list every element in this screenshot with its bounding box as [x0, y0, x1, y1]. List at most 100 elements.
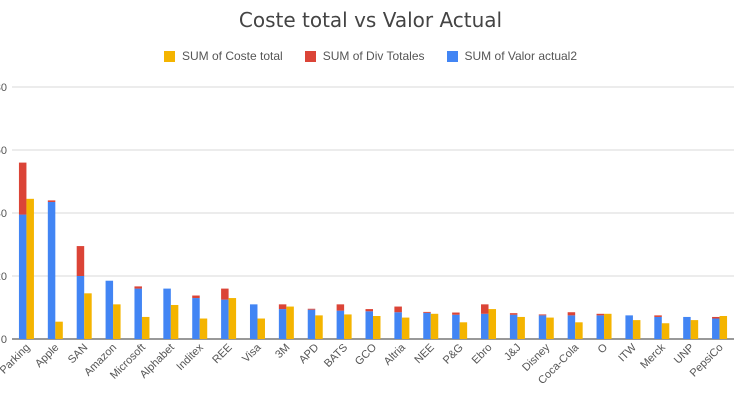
x-tick-label: J&J — [502, 342, 523, 363]
y-tick-label: 40 — [0, 208, 7, 220]
x-tick-label: APD — [297, 342, 322, 367]
bar-coste-total — [315, 315, 323, 339]
bar-coste-total — [401, 317, 410, 339]
bar-coste-total — [228, 298, 237, 339]
legend-label-div-totales: SUM of Div Totales — [322, 49, 425, 63]
bar-coste-total — [488, 309, 497, 339]
bar-valor-actual — [452, 314, 460, 339]
bar-valor-actual — [654, 316, 662, 339]
x-tick-label: GCO — [353, 341, 380, 368]
bar-valor-actual — [712, 318, 720, 339]
bar-div-totales — [654, 315, 662, 317]
bar-valor-actual — [394, 312, 402, 339]
bar-div-totales — [509, 313, 518, 315]
legend-swatch-div-totales — [304, 50, 316, 62]
x-tick-label: Parking — [0, 342, 33, 377]
chart-title: Coste total vs Valor Actual — [238, 8, 503, 32]
y-tick-label: 60 — [0, 145, 7, 157]
bar-valor-actual — [221, 299, 229, 339]
x-tick-label: ITW — [616, 341, 639, 364]
bar-div-totales — [423, 311, 431, 313]
bar-coste-total — [84, 293, 92, 339]
y-tick-label: 80 — [0, 82, 7, 94]
bar-coste-total — [604, 313, 612, 339]
bar-coste-total — [286, 306, 294, 339]
bar-coste-total — [170, 304, 179, 339]
bar-valor-actual — [249, 304, 258, 339]
legend-item-div-totales: SUM of Div Totales — [304, 49, 425, 63]
legend-label-valor-actual: SUM of Valor actual2 — [464, 49, 578, 63]
bar-div-totales — [221, 288, 229, 300]
bar-coste-total — [113, 304, 121, 339]
bar-div-totales — [481, 304, 489, 314]
x-tick-label: Merck — [638, 341, 668, 371]
bar-valor-actual — [76, 276, 85, 339]
bar-coste-total — [575, 322, 583, 339]
bar-valor-actual — [423, 312, 431, 339]
legend: SUM of Coste total SUM of Div Totales SU… — [0, 49, 741, 63]
bar-div-totales — [18, 162, 27, 215]
bar-div-totales — [712, 316, 720, 319]
x-tick-label: NEE — [412, 342, 436, 366]
bar-div-totales — [76, 246, 85, 276]
legend-label-coste-total: SUM of Coste total — [181, 49, 283, 63]
bar-div-totales — [394, 306, 402, 313]
bar-coste-total — [546, 317, 554, 339]
legend-item-valor-actual: SUM of Valor actual2 — [446, 49, 578, 63]
x-tick-label: Inditex — [174, 341, 206, 373]
bar-div-totales — [336, 304, 345, 311]
bar-coste-total — [373, 316, 381, 339]
bar-coste-total — [199, 318, 208, 339]
bar-valor-actual — [307, 309, 316, 339]
x-tick-label: REE — [210, 342, 234, 366]
legend-swatch-coste-total — [163, 50, 175, 62]
x-tick-label: O — [596, 341, 611, 356]
bar-div-totales — [365, 309, 373, 312]
bar-valor-actual — [509, 314, 518, 339]
x-tick-label: BATS — [322, 342, 350, 370]
bar-div-totales — [134, 286, 142, 289]
bar-coste-total — [632, 320, 641, 339]
bar-valor-actual — [336, 310, 345, 339]
bar-valor-actual — [278, 309, 287, 339]
x-tick-label: 3M — [273, 342, 292, 361]
bar-coste-total — [257, 318, 265, 339]
bar-valor-actual — [596, 315, 605, 339]
x-tick-label: P&G — [441, 342, 466, 367]
bar-coste-total — [690, 320, 699, 339]
bar-valor-actual — [163, 288, 171, 339]
bar-coste-total — [719, 316, 728, 339]
bar-coste-total — [517, 316, 525, 339]
bar-valor-actual — [134, 288, 142, 339]
bar-valor-actual — [481, 313, 489, 339]
bar-valor-actual — [683, 316, 691, 339]
bar-valor-actual — [105, 280, 114, 339]
bar-coste-total — [459, 322, 468, 339]
bar-div-totales — [538, 314, 547, 316]
bar-div-totales — [278, 304, 287, 310]
bar-coste-total — [141, 316, 150, 339]
bar-div-totales — [452, 312, 460, 315]
x-tick-label: Visa — [240, 341, 264, 365]
bar-valor-actual — [192, 298, 200, 339]
bar-div-totales — [307, 308, 316, 310]
bar-coste-total — [430, 313, 439, 339]
bar-valor-actual — [567, 315, 576, 339]
x-tick-label: Ebro — [470, 342, 495, 367]
bar-div-totales — [47, 200, 56, 202]
bar-coste-total — [26, 198, 34, 339]
x-tick-label: Altria — [382, 341, 409, 368]
bar-valor-actual — [18, 214, 27, 339]
x-tick-label: Apple — [33, 342, 61, 370]
legend-swatch-valor-actual — [446, 50, 458, 62]
bar-div-totales — [596, 313, 605, 316]
y-tick-label: 20 — [0, 271, 7, 283]
bar-valor-actual — [365, 311, 373, 339]
bar-coste-total — [55, 321, 63, 339]
bar-div-totales — [192, 295, 200, 299]
x-tick-label: SAN — [66, 342, 91, 367]
y-tick-label: 0 — [1, 334, 7, 346]
legend-item-coste-total: SUM of Coste total — [163, 49, 283, 63]
bar-coste-total — [344, 314, 352, 339]
x-tick-label: UNP — [672, 342, 697, 367]
